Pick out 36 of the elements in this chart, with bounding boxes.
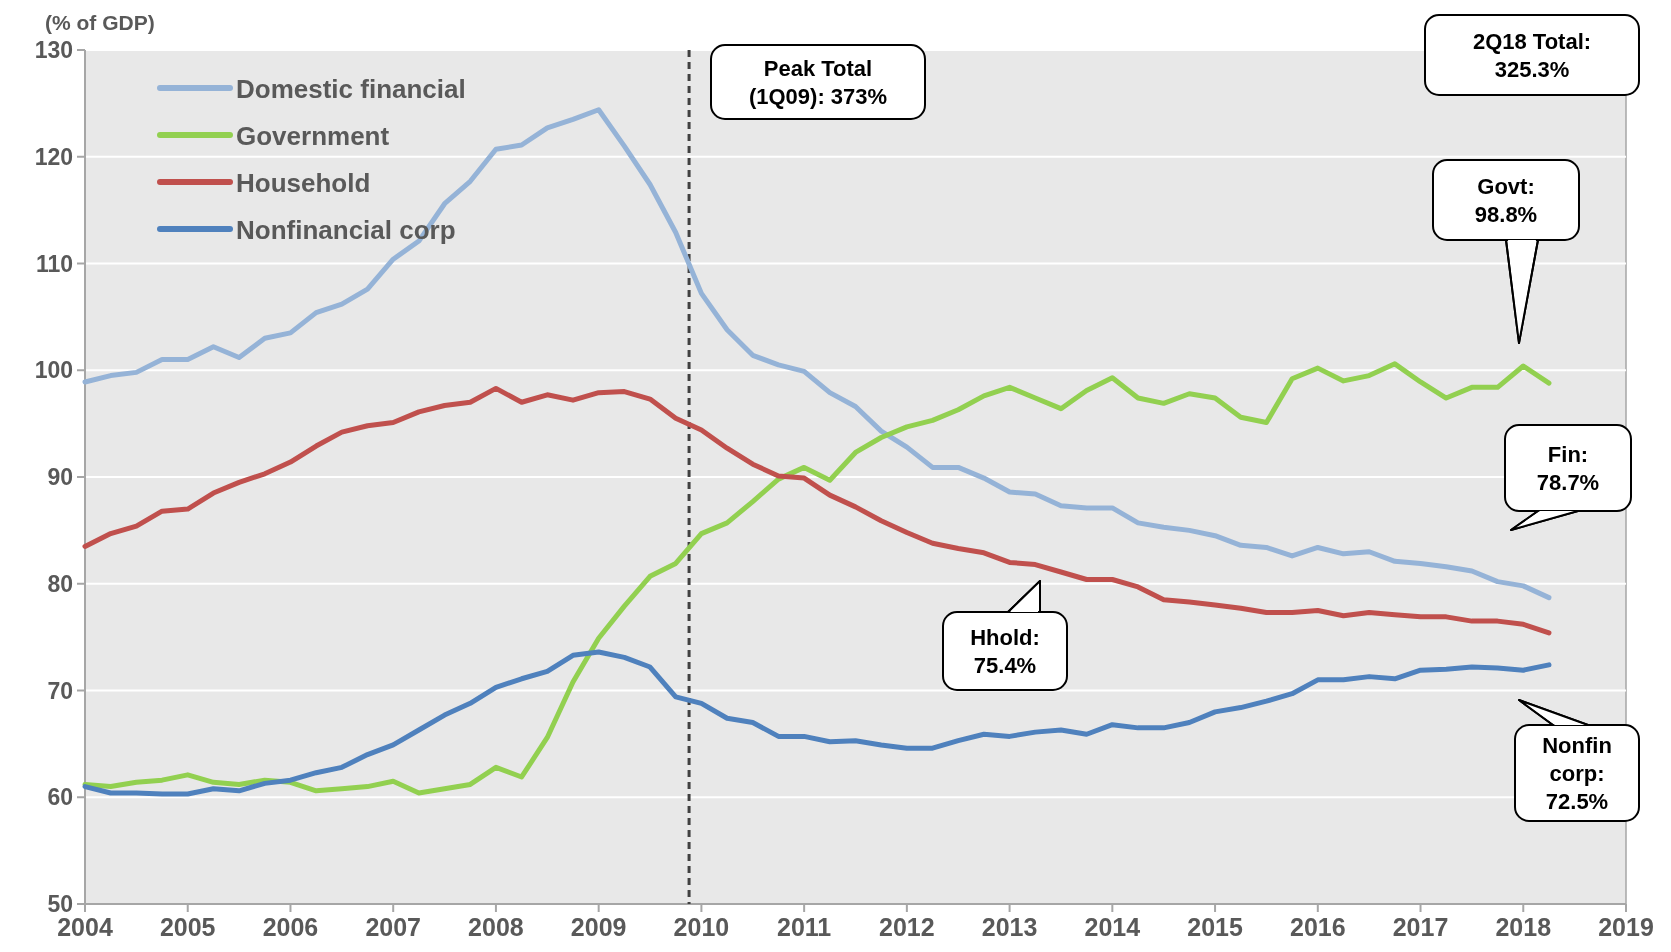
annotation: Hhold: 75.4% [970,625,1040,678]
legend-label: Household [236,168,371,198]
y-tick-label: 90 [47,464,73,490]
x-tick-label: 2012 [879,913,935,941]
y-tick-label: 70 [47,677,73,704]
x-tick-label: 2007 [365,913,422,941]
y-axis-title: (% of GDP) [45,11,155,34]
x-tick-label: 2014 [1084,913,1141,941]
x-tick-label: 2008 [468,913,524,941]
y-tick-label: 80 [47,570,73,597]
x-tick-label: 2019 [1598,913,1654,941]
x-tick-label: 2018 [1495,913,1552,941]
legend-label: Domestic financial [236,74,466,104]
annotation: 2Q18 Total: 325.3% [1472,29,1592,82]
annotation: Peak Total (1Q09): 373% [748,56,888,109]
speech-bubble: Govt: 98.8% [1432,159,1580,344]
y-tick-label: 120 [34,143,73,170]
annotation: Govt: 98.8% [1474,174,1538,227]
y-tick-label: 110 [35,250,73,277]
annotation: Nonfin corp: 72.5% [1542,733,1612,814]
x-tick-label: 2017 [1392,913,1449,941]
annotation: Fin: 78.7% [1536,442,1600,495]
x-tick-label: 2016 [1289,913,1346,941]
x-tick-label: 2005 [159,913,216,941]
speech-bubble: Peak Total (1Q09): 373% [710,44,926,120]
x-tick-label: 2006 [262,913,319,941]
legend-label: Government [236,121,390,151]
x-tick-label: 2011 [777,913,832,941]
y-tick-label: 100 [34,357,73,384]
y-tick-label: 130 [34,37,73,63]
x-tick-label: 2010 [673,913,730,941]
x-tick-label: 2009 [570,913,627,941]
speech-bubble: 2Q18 Total: 325.3% [1424,14,1640,96]
x-tick-label: 2015 [1187,913,1243,941]
x-tick-label: 2013 [981,913,1038,941]
y-tick-label: 60 [47,784,73,811]
